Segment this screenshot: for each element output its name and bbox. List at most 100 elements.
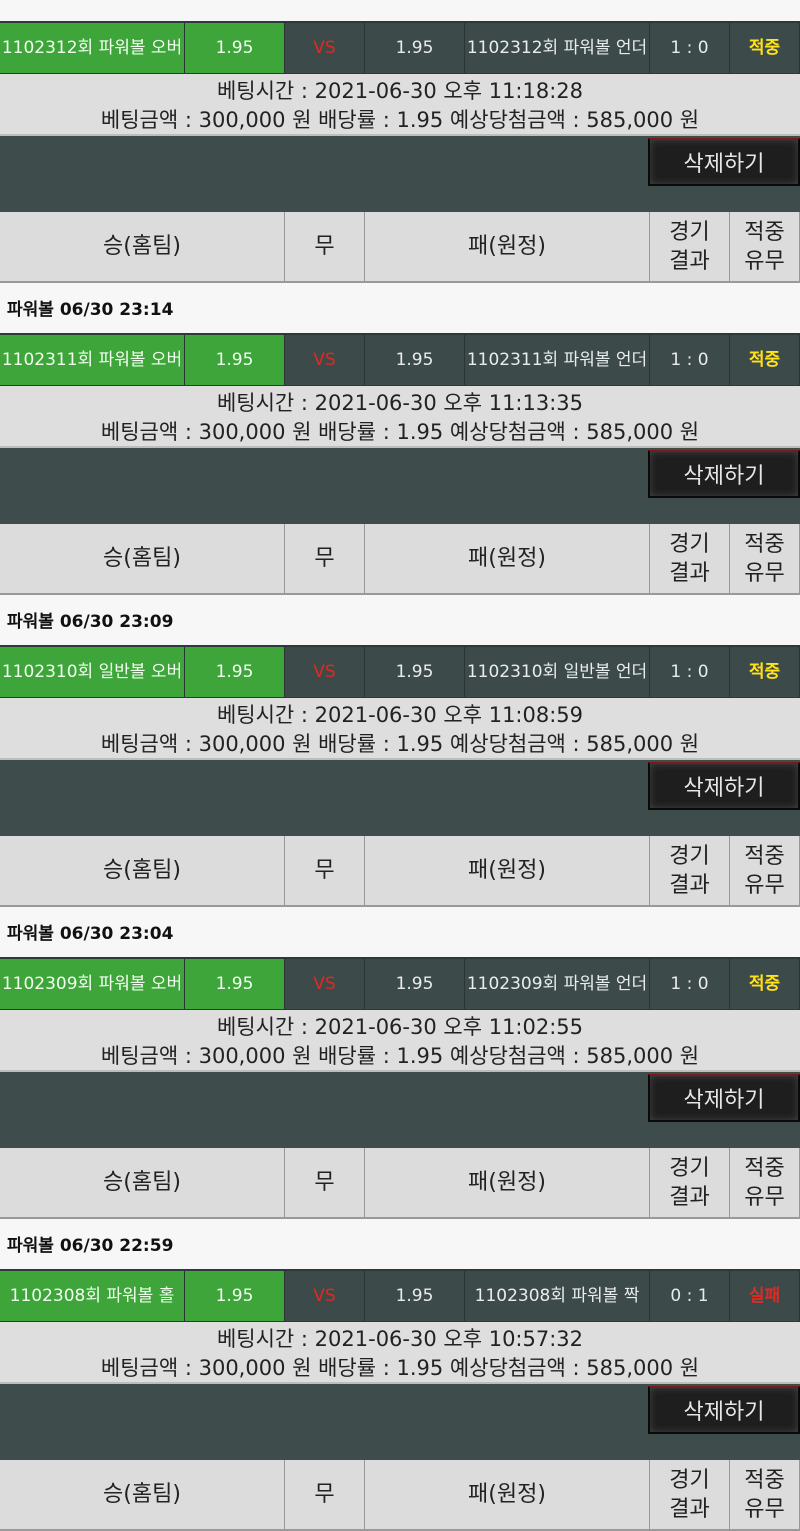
header-away: 패(원정) — [365, 212, 650, 281]
away-odds[interactable]: 1.95 — [365, 23, 465, 73]
bet-time: 베팅시간 : 2021-06-30 오후 11:13:35 — [216, 391, 584, 415]
header-away: 패(원정) — [365, 524, 650, 593]
action-bar: 삭제하기 — [0, 448, 800, 524]
bet-info: 베팅시간 : 2021-06-30 오후 11:18:28 베팅금액 : 300… — [0, 74, 800, 136]
home-pick[interactable]: 1102311회 파워볼 오버 — [0, 335, 185, 385]
hit-status: 적중 — [730, 647, 800, 697]
hit-status: 적중 — [730, 959, 800, 1009]
action-bar: 삭제하기 — [0, 1384, 800, 1460]
bet-amount: 베팅금액 : 300,000 원 배당률 : 1.95 예상당첨금액 : 585… — [100, 1044, 700, 1068]
game-label: 파워볼 06/30 23:04 — [0, 907, 800, 957]
away-pick[interactable]: 1102309회 파워볼 언더 — [465, 959, 650, 1009]
bet-info: 베팅시간 : 2021-06-30 오후 10:57:32 베팅금액 : 300… — [0, 1322, 800, 1384]
bet-amount: 베팅금액 : 300,000 원 배당률 : 1.95 예상당첨금액 : 585… — [100, 420, 700, 444]
home-pick[interactable]: 1102309회 파워볼 오버 — [0, 959, 185, 1009]
header-result: 경기 결과 — [650, 1148, 730, 1217]
action-bar: 삭제하기 — [0, 760, 800, 836]
home-pick[interactable]: 1102312회 파워볼 오버 — [0, 23, 185, 73]
vs-label: VS — [285, 1271, 365, 1321]
table-header: 승(홈팀) 무 패(원정) 경기 결과 적중 유무 — [0, 524, 800, 595]
bet-row: 1102310회 일반볼 오버 1.95 VS 1.95 1102310회 일반… — [0, 645, 800, 698]
delete-button[interactable]: 삭제하기 — [648, 762, 800, 810]
header-hit: 적중 유무 — [730, 1148, 800, 1217]
bet-time: 베팅시간 : 2021-06-30 오후 10:57:32 — [216, 1327, 584, 1351]
header-draw: 무 — [285, 1460, 365, 1529]
hit-status: 실패 — [730, 1271, 800, 1321]
action-bar: 삭제하기 — [0, 136, 800, 212]
delete-button[interactable]: 삭제하기 — [648, 1074, 800, 1122]
game-score: 1 : 0 — [650, 335, 730, 385]
header-draw: 무 — [285, 212, 365, 281]
bet-info: 베팅시간 : 2021-06-30 오후 11:08:59 베팅금액 : 300… — [0, 698, 800, 760]
bet-row: 1102308회 파워볼 홀 1.95 VS 1.95 1102308회 파워볼… — [0, 1269, 800, 1322]
header-result: 경기 결과 — [650, 212, 730, 281]
bet-time: 베팅시간 : 2021-06-30 오후 11:18:28 — [216, 79, 584, 103]
away-pick[interactable]: 1102310회 일반볼 언더 — [465, 647, 650, 697]
header-hit: 적중 유무 — [730, 1460, 800, 1529]
away-odds[interactable]: 1.95 — [365, 647, 465, 697]
home-odds[interactable]: 1.95 — [185, 23, 285, 73]
header-hit: 적중 유무 — [730, 212, 800, 281]
game-score: 1 : 0 — [650, 959, 730, 1009]
header-draw: 무 — [285, 1148, 365, 1217]
bet-info: 베팅시간 : 2021-06-30 오후 11:02:55 베팅금액 : 300… — [0, 1010, 800, 1072]
away-pick[interactable]: 1102311회 파워볼 언더 — [465, 335, 650, 385]
home-odds[interactable]: 1.95 — [185, 959, 285, 1009]
header-hit: 적중 유무 — [730, 524, 800, 593]
game-score: 1 : 0 — [650, 647, 730, 697]
header-away: 패(원정) — [365, 836, 650, 905]
game-score: 0 : 1 — [650, 1271, 730, 1321]
home-odds[interactable]: 1.95 — [185, 335, 285, 385]
header-home: 승(홈팀) — [0, 1460, 285, 1529]
delete-button[interactable]: 삭제하기 — [648, 138, 800, 186]
away-pick[interactable]: 1102312회 파워볼 언더 — [465, 23, 650, 73]
away-odds[interactable]: 1.95 — [365, 959, 465, 1009]
table-header: 승(홈팀) 무 패(원정) 경기 결과 적중 유무 — [0, 1148, 800, 1219]
vs-label: VS — [285, 647, 365, 697]
bet-row: 1102309회 파워볼 오버 1.95 VS 1.95 1102309회 파워… — [0, 957, 800, 1010]
home-odds[interactable]: 1.95 — [185, 1271, 285, 1321]
header-result: 경기 결과 — [650, 1460, 730, 1529]
bet-history-list: 1102312회 파워볼 오버 1.95 VS 1.95 1102312회 파워… — [0, 21, 800, 1531]
header-draw: 무 — [285, 836, 365, 905]
away-odds[interactable]: 1.95 — [365, 335, 465, 385]
action-bar: 삭제하기 — [0, 1072, 800, 1148]
header-home: 승(홈팀) — [0, 212, 285, 281]
game-score: 1 : 0 — [650, 23, 730, 73]
bet-amount: 베팅금액 : 300,000 원 배당률 : 1.95 예상당첨금액 : 585… — [100, 1356, 700, 1380]
table-header: 승(홈팀) 무 패(원정) 경기 결과 적중 유무 — [0, 1460, 800, 1531]
bet-info: 베팅시간 : 2021-06-30 오후 11:13:35 베팅금액 : 300… — [0, 386, 800, 448]
home-pick[interactable]: 1102310회 일반볼 오버 — [0, 647, 185, 697]
hit-status: 적중 — [730, 23, 800, 73]
top-spacer — [0, 0, 800, 21]
header-result: 경기 결과 — [650, 524, 730, 593]
bet-time: 베팅시간 : 2021-06-30 오후 11:02:55 — [216, 1015, 584, 1039]
bet-row: 1102311회 파워볼 오버 1.95 VS 1.95 1102311회 파워… — [0, 333, 800, 386]
bet-amount: 베팅금액 : 300,000 원 배당률 : 1.95 예상당첨금액 : 585… — [100, 732, 700, 756]
header-away: 패(원정) — [365, 1460, 650, 1529]
hit-status: 적중 — [730, 335, 800, 385]
header-result: 경기 결과 — [650, 836, 730, 905]
header-away: 패(원정) — [365, 1148, 650, 1217]
delete-button[interactable]: 삭제하기 — [648, 450, 800, 498]
bet-row: 1102312회 파워볼 오버 1.95 VS 1.95 1102312회 파워… — [0, 21, 800, 74]
home-pick[interactable]: 1102308회 파워볼 홀 — [0, 1271, 185, 1321]
home-odds[interactable]: 1.95 — [185, 647, 285, 697]
header-home: 승(홈팀) — [0, 524, 285, 593]
game-label: 파워볼 06/30 23:14 — [0, 283, 800, 333]
header-home: 승(홈팀) — [0, 836, 285, 905]
header-draw: 무 — [285, 524, 365, 593]
vs-label: VS — [285, 959, 365, 1009]
vs-label: VS — [285, 23, 365, 73]
header-hit: 적중 유무 — [730, 836, 800, 905]
bet-amount: 베팅금액 : 300,000 원 배당률 : 1.95 예상당첨금액 : 585… — [100, 108, 700, 132]
away-odds[interactable]: 1.95 — [365, 1271, 465, 1321]
delete-button[interactable]: 삭제하기 — [648, 1386, 800, 1434]
table-header: 승(홈팀) 무 패(원정) 경기 결과 적중 유무 — [0, 836, 800, 907]
bet-time: 베팅시간 : 2021-06-30 오후 11:08:59 — [216, 703, 584, 727]
table-header: 승(홈팀) 무 패(원정) 경기 결과 적중 유무 — [0, 212, 800, 283]
game-label: 파워볼 06/30 23:09 — [0, 595, 800, 645]
away-pick[interactable]: 1102308회 파워볼 짝 — [465, 1271, 650, 1321]
game-label: 파워볼 06/30 22:59 — [0, 1219, 800, 1269]
header-home: 승(홈팀) — [0, 1148, 285, 1217]
